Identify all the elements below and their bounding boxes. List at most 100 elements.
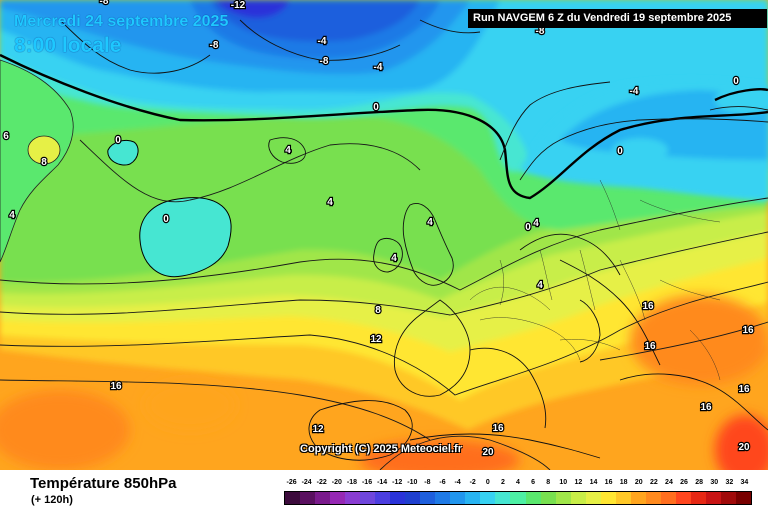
legend-swatch xyxy=(645,492,661,504)
legend-tick: 34 xyxy=(740,479,749,486)
warm-spot-southeast xyxy=(715,415,768,470)
legend-swatch xyxy=(480,492,496,504)
greenland-warm-spot xyxy=(27,135,61,165)
legend-tick: 10 xyxy=(559,479,568,486)
legend-tick: -4 xyxy=(454,479,461,486)
warm-spot-atlantic xyxy=(145,380,235,430)
legend-tick: -18 xyxy=(346,479,357,486)
legend-swatch xyxy=(495,492,511,504)
legend-swatch xyxy=(420,492,436,504)
legend-tick: -22 xyxy=(316,479,327,486)
contour-label: 4 xyxy=(427,217,433,228)
run-info-banner: Run NAVGEM 6 Z du Vendredi 19 septembre … xyxy=(468,9,767,28)
legend-tick: -20 xyxy=(331,479,342,486)
isotherm-16-west xyxy=(0,379,431,441)
warm-spot-southwest xyxy=(0,390,130,470)
legend-tick: -8 xyxy=(424,479,431,486)
contour-label: 4 xyxy=(391,253,397,264)
color-scale-bar xyxy=(284,491,752,505)
legend-tick: 6 xyxy=(531,479,536,486)
isotherm-0-atlantic xyxy=(79,139,421,203)
legend-swatch xyxy=(570,492,586,504)
isotherm-12 xyxy=(0,281,768,396)
copyright-notice: Copyright (C) 2025 Meteociel.fr xyxy=(300,443,462,455)
legend-tick: -10 xyxy=(407,479,418,486)
legend-swatch xyxy=(705,492,721,504)
contour-label: 0 xyxy=(373,102,379,113)
contour-label: 20 xyxy=(738,442,750,453)
legend-tick: 26 xyxy=(680,479,688,486)
contour-label: 4 xyxy=(327,197,333,208)
contour-labels: -8 -12-8 -4-8-8-40-40006804404444481216161… xyxy=(2,0,755,459)
contour-label: 16 xyxy=(110,381,122,392)
contour-label: -4 xyxy=(374,62,383,73)
legend-tick: 4 xyxy=(516,479,520,486)
contour-label: 16 xyxy=(644,341,656,352)
legend-swatch xyxy=(690,492,706,504)
legend-tick: 22 xyxy=(649,479,658,486)
isotherm-16-east xyxy=(599,321,768,361)
legend-tick: 24 xyxy=(665,479,673,486)
coastlines xyxy=(59,19,768,461)
legend-swatch xyxy=(525,492,541,504)
contour-label: -12 xyxy=(231,0,246,11)
legend-swatch xyxy=(510,492,526,504)
legend-tick: 0 xyxy=(485,479,490,486)
legend-tick: 2 xyxy=(500,479,505,486)
forecast-local-time: 8:00 locale xyxy=(14,34,122,57)
legend-swatch xyxy=(660,492,676,504)
legend-tick: -24 xyxy=(301,479,312,486)
legend-swatch xyxy=(540,492,556,504)
legend-swatch xyxy=(630,492,646,504)
legend-swatch xyxy=(585,492,601,504)
legend-tick: 18 xyxy=(619,479,628,486)
legend-tick: -16 xyxy=(361,479,373,486)
legend-tick: 32 xyxy=(725,479,734,486)
legend-swatch xyxy=(360,492,376,504)
isotherm-20 xyxy=(379,435,551,470)
contour-label: -4 xyxy=(318,36,327,47)
zero-isotherm-northeast xyxy=(714,88,768,102)
legend-swatch xyxy=(735,492,751,504)
legend-swatch xyxy=(345,492,361,504)
legend-tick: 30 xyxy=(710,479,719,486)
legend-swatch xyxy=(330,492,346,504)
temperature-map: -8 -12 -8 -4 -8 -8 -4 0 -4 0 0 0 6 8 0 4 4 0 4 4 4 4 4 8 12 16 16 1… xyxy=(0,0,768,470)
isotherm-4 xyxy=(0,197,768,291)
legend-swatch xyxy=(450,492,466,504)
warm-spot-south xyxy=(360,440,520,470)
contour-label: -4 xyxy=(630,86,639,97)
legend-tick: -26 xyxy=(286,479,297,486)
contour-label: -8 xyxy=(210,40,219,51)
legend-swatch xyxy=(435,492,451,504)
contour-label: 16 xyxy=(642,301,654,312)
band-minus12 xyxy=(215,0,290,18)
contour-label: 0 xyxy=(617,146,623,157)
legend-swatch xyxy=(315,492,331,504)
legend-tick: 28 xyxy=(695,479,704,486)
legend-swatch xyxy=(720,492,736,504)
isotherm-8 xyxy=(0,231,768,316)
contour-label: 8 xyxy=(375,305,381,316)
legend-tick: 16 xyxy=(604,479,613,486)
contour-label: -8 xyxy=(320,56,329,67)
variable-subtitle: (+ 120h) xyxy=(31,494,73,506)
contour-label: 16 xyxy=(738,384,750,395)
contour-label: 4 xyxy=(9,210,15,221)
contour-label: -8 xyxy=(100,0,109,7)
legend-swatch xyxy=(465,492,481,504)
legend-swatch xyxy=(285,492,301,504)
contour-label: 16 xyxy=(742,325,754,336)
contour-label: -8 xyxy=(536,26,545,37)
zero-isotherm xyxy=(0,53,768,200)
variable-title: Température 850hPa xyxy=(30,475,177,492)
contour-label: 16 xyxy=(492,423,504,434)
map-canvas: -8 -12-8 -4-8-8-40-40006804404444481216161… xyxy=(0,0,768,470)
contour-label: 12 xyxy=(312,424,324,435)
legend-swatch xyxy=(675,492,691,504)
contour-label: 4 xyxy=(537,280,543,291)
contour-label: 0 xyxy=(525,222,531,233)
legend-tick: -6 xyxy=(439,479,446,486)
contour-label: 4 xyxy=(533,218,539,229)
legend-tick: -14 xyxy=(377,479,388,486)
